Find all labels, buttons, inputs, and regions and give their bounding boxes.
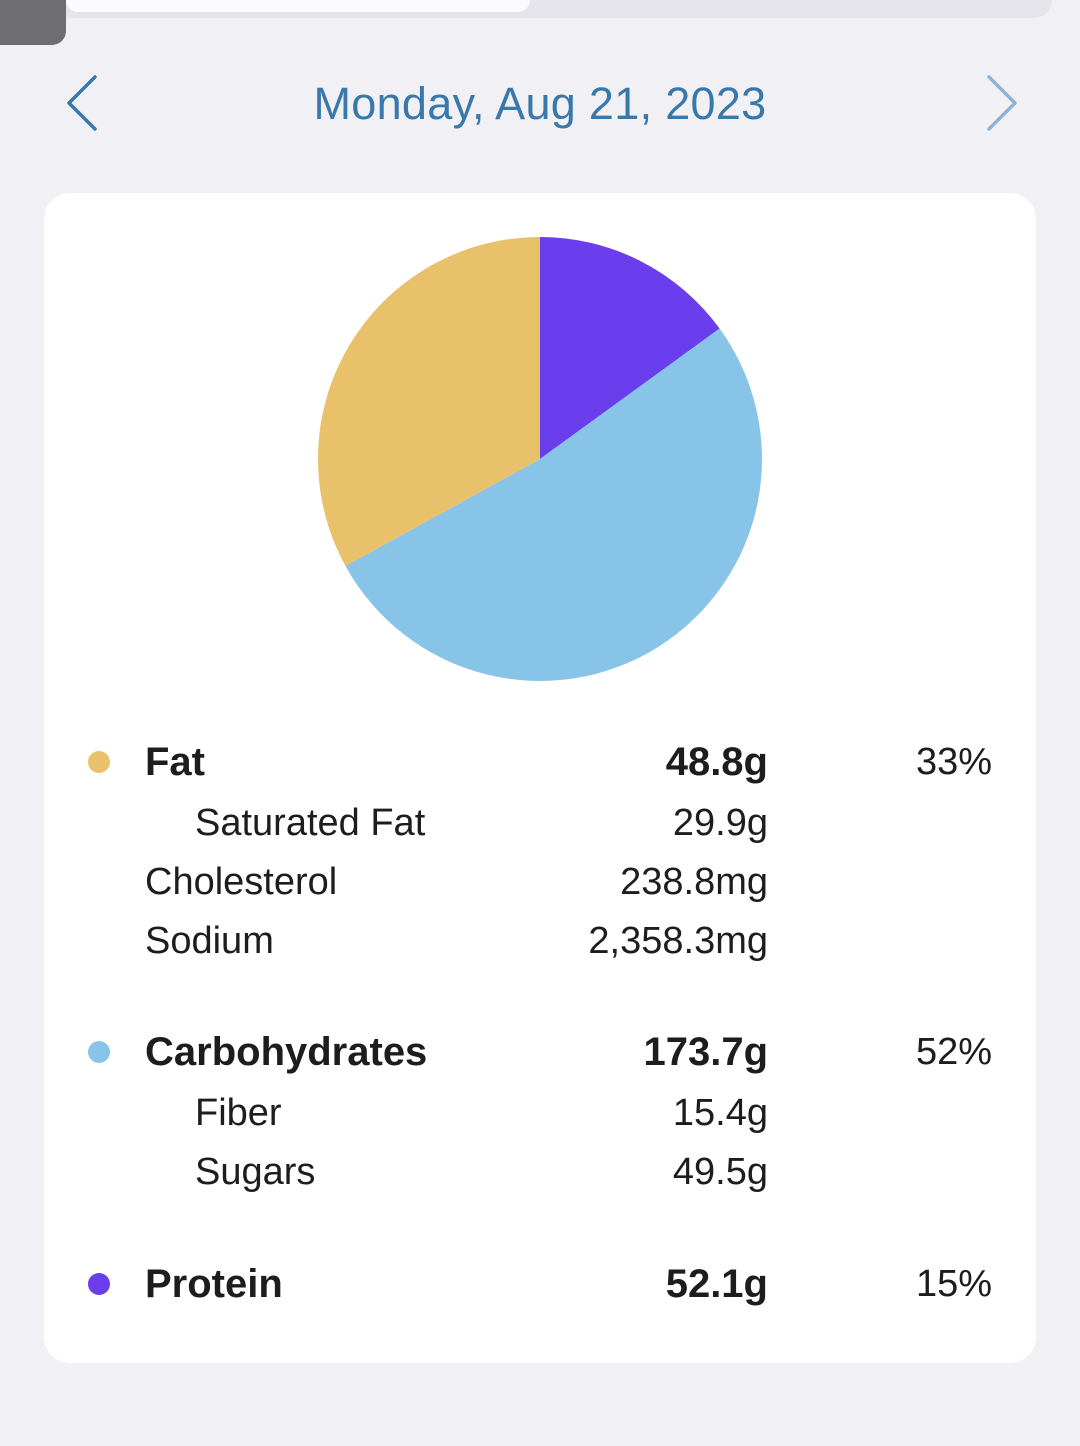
previous-day-button[interactable]: [62, 72, 102, 134]
nutrient-amount: 238.8mg: [620, 861, 768, 903]
corner-tab: [0, 0, 66, 45]
nutrient-label: Fiber: [195, 1092, 282, 1134]
chevron-right-icon: [987, 75, 1017, 131]
nutrient-label: Cholesterol: [145, 861, 338, 903]
pie-slice-carbohydrates: [345, 328, 763, 682]
nutrient-amount: 2,358.3mg: [588, 920, 768, 962]
nutrient-amount: 15.4g: [672, 1092, 768, 1134]
nutrient-label: Saturated Fat: [195, 802, 426, 844]
nutrient-label: Sugars: [195, 1151, 316, 1193]
nutrient-percent: 52%: [915, 1031, 992, 1073]
nutrient-amount: 49.5g: [672, 1151, 768, 1193]
selected-segment[interactable]: [66, 0, 530, 12]
protein-legend-dot: [88, 1273, 110, 1295]
nutrient-amount: 29.9g: [672, 802, 768, 844]
nutrient-row-protein: Protein 52.1g 15%: [44, 1256, 1036, 1312]
fat-legend-dot: [88, 751, 110, 773]
nutrient-label: Fat: [145, 740, 205, 784]
page-title[interactable]: Monday, Aug 21, 2023: [313, 78, 767, 129]
nutrient-row-fat: Fat 48.8g 33%: [44, 734, 1036, 790]
chevron-left-icon: [67, 75, 97, 131]
nutrient-row-sodium: Sodium 2,358.3mg: [44, 913, 1036, 969]
nutrient-row-saturated-fat: Saturated Fat 29.9g: [44, 795, 1036, 851]
nutrient-row-sugars: Sugars 49.5g: [44, 1144, 1036, 1200]
macros-pie-chart: [317, 237, 763, 682]
nutrient-amount: 173.7g: [643, 1030, 768, 1074]
nutrient-row-fiber: Fiber 15.4g: [44, 1085, 1036, 1141]
macros-card: Fat 48.8g 33% Saturated Fat 29.9g Choles…: [44, 193, 1036, 1363]
pie-slice-protein: [540, 237, 720, 459]
next-day-button[interactable]: [982, 72, 1022, 134]
nutrient-row-carbohydrates: Carbohydrates 173.7g 52%: [44, 1024, 1036, 1080]
nutrient-label: Sodium: [145, 920, 274, 962]
carbohydrates-legend-dot: [88, 1041, 110, 1063]
nutrient-label: Carbohydrates: [145, 1030, 428, 1074]
nutrient-amount: 52.1g: [665, 1262, 768, 1306]
nutrient-label: Protein: [145, 1262, 283, 1306]
nutrient-percent: 15%: [915, 1263, 992, 1305]
nutrient-amount: 48.8g: [665, 740, 768, 784]
nutrient-percent: 33%: [915, 741, 992, 783]
pie-slice-fat: [317, 237, 540, 566]
nutrient-row-cholesterol: Cholesterol 238.8mg: [44, 854, 1036, 910]
